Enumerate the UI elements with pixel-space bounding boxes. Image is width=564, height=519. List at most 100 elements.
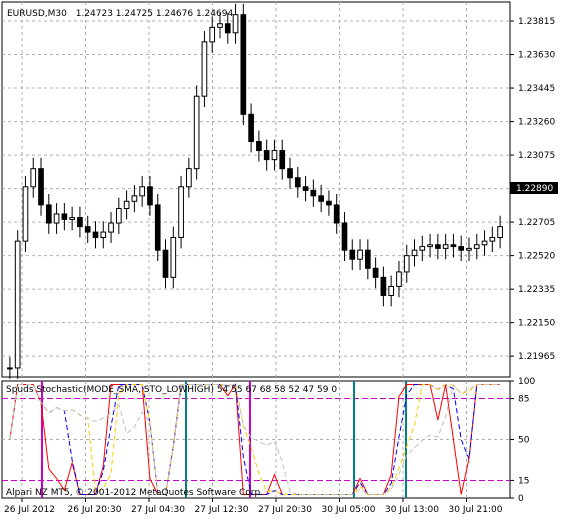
indicator-tick-label: 15	[518, 476, 529, 486]
candle-body	[186, 168, 192, 188]
candle-body	[77, 217, 83, 228]
time-tick-label: 26 Jul 2012	[4, 505, 55, 515]
candle-body	[442, 244, 449, 249]
candle-body	[224, 23, 231, 34]
current-price-label: 1.22890	[516, 184, 553, 194]
candle-body	[61, 213, 68, 220]
candle-body	[481, 240, 488, 246]
candle-body	[240, 14, 247, 115]
price-tick-label: 1.23630	[518, 51, 555, 61]
candle-body	[38, 168, 44, 206]
candle-body	[318, 195, 324, 202]
price-tick-label: 1.23445	[518, 84, 555, 94]
stochastic-line	[9, 383, 501, 495]
candle-body	[271, 150, 278, 161]
candle-body	[209, 26, 216, 43]
candle-body	[427, 244, 433, 248]
candle-body	[14, 240, 21, 369]
candle-body	[497, 226, 503, 239]
candle-body	[170, 237, 177, 278]
candle-body	[123, 200, 130, 210]
candle-body	[419, 246, 426, 251]
time-tick-label: 30 Jul 05:00	[322, 505, 376, 515]
candle-body	[294, 177, 301, 188]
candle-body	[178, 186, 184, 239]
candle-body	[357, 249, 363, 260]
candle-body	[302, 186, 309, 191]
candle-body	[84, 226, 91, 233]
price-grid	[2, 2, 510, 377]
indicator-title: Spuds Stochastic(MODE_SMA, STO_LOWHIGH) …	[6, 385, 337, 395]
candle-body	[201, 41, 208, 97]
time-tick-label: 27 Jul 20:30	[258, 505, 312, 515]
candle-body	[193, 95, 200, 170]
candle-body	[92, 231, 99, 239]
candle-body	[364, 249, 371, 269]
candle-body	[217, 23, 223, 28]
candle-body	[310, 189, 317, 197]
price-tick-label: 1.23075	[518, 151, 555, 161]
price-tick-label: 1.22520	[518, 252, 555, 262]
candle-body	[53, 213, 60, 224]
candle-body	[256, 140, 262, 152]
candle-body	[349, 249, 356, 260]
candle-body	[396, 271, 402, 287]
symbol-label: EURUSD,M30 1.24723 1.24725 1.24676 1.246…	[7, 9, 233, 19]
candle-body	[403, 255, 410, 273]
indicator-tick-label: 0	[518, 494, 524, 504]
candle-body	[147, 186, 153, 206]
candle-body	[411, 249, 418, 257]
candle-body	[69, 217, 75, 220]
price-tick-label: 1.22150	[518, 319, 555, 329]
ohlc-values: 1.24723 1.24725 1.24676 1.24694	[76, 9, 234, 19]
candlestick-series	[7, 3, 503, 379]
candle-body	[458, 246, 465, 251]
price-tick-label: 1.23815	[518, 17, 555, 27]
indicator-axis: 100 85 50 15 0	[510, 377, 535, 504]
time-tick-label: 27 Jul 12:30	[195, 505, 249, 515]
symbol-name: EURUSD,M30	[7, 9, 67, 19]
current-price-marker	[510, 182, 558, 194]
candle-body	[279, 150, 286, 170]
candle-body	[326, 200, 332, 206]
candle-body	[154, 204, 161, 251]
candle-body	[380, 276, 387, 296]
time-axis: 26 Jul 2012 26 Jul 20:30 27 Jul 04:30 27 Ju…	[4, 498, 503, 515]
candle-body	[450, 244, 457, 248]
candle-body	[333, 204, 340, 224]
indicator-tick-label: 100	[518, 377, 535, 387]
candle-body	[115, 208, 122, 224]
price-panel	[1, 1, 511, 378]
candle-body	[22, 186, 29, 242]
indicator-tick-label: 85	[518, 395, 529, 405]
price-tick-label: 1.22335	[518, 285, 555, 295]
candle-body	[232, 14, 239, 34]
stochastic-lines	[9, 383, 501, 495]
time-tick-label: 26 Jul 20:30	[68, 505, 122, 515]
candle-body	[489, 237, 496, 242]
candle-body	[248, 113, 254, 142]
stochastic-line	[9, 383, 501, 495]
price-tick-label: 1.22705	[518, 218, 555, 228]
candle-body	[45, 204, 52, 224]
candle-body	[388, 285, 395, 296]
candle-body	[372, 267, 379, 278]
candle-body	[7, 367, 13, 370]
candle-body	[139, 186, 146, 197]
candle-body	[287, 168, 293, 179]
price-tick-label: 1.23260	[518, 118, 555, 128]
time-tick-label: 27 Jul 04:30	[131, 505, 185, 515]
candle-body	[100, 231, 107, 239]
indicator-tick-label: 50	[518, 436, 530, 446]
candle-body	[131, 195, 138, 202]
candle-body	[108, 222, 114, 233]
candle-body	[162, 249, 169, 278]
candle-body	[30, 168, 37, 188]
time-tick-label: 30 Jul 13:00	[385, 505, 439, 515]
time-tick-label: 30 Jul 21:00	[449, 505, 503, 515]
candle-body	[473, 244, 480, 249]
price-tick-label: 1.21965	[518, 352, 555, 362]
candle-body	[263, 150, 270, 161]
copyright-text: Alpari NZ MT5, © 2001-2012 MetaQuotes So…	[6, 488, 263, 498]
candle-body	[466, 247, 472, 251]
